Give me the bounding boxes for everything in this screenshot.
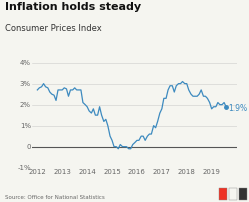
Text: Inflation holds steady: Inflation holds steady — [5, 2, 141, 12]
Text: Source: Office for National Statistics: Source: Office for National Statistics — [5, 195, 105, 200]
Text: 1.9%: 1.9% — [228, 104, 247, 113]
Text: Consumer Prices Index: Consumer Prices Index — [5, 24, 102, 33]
